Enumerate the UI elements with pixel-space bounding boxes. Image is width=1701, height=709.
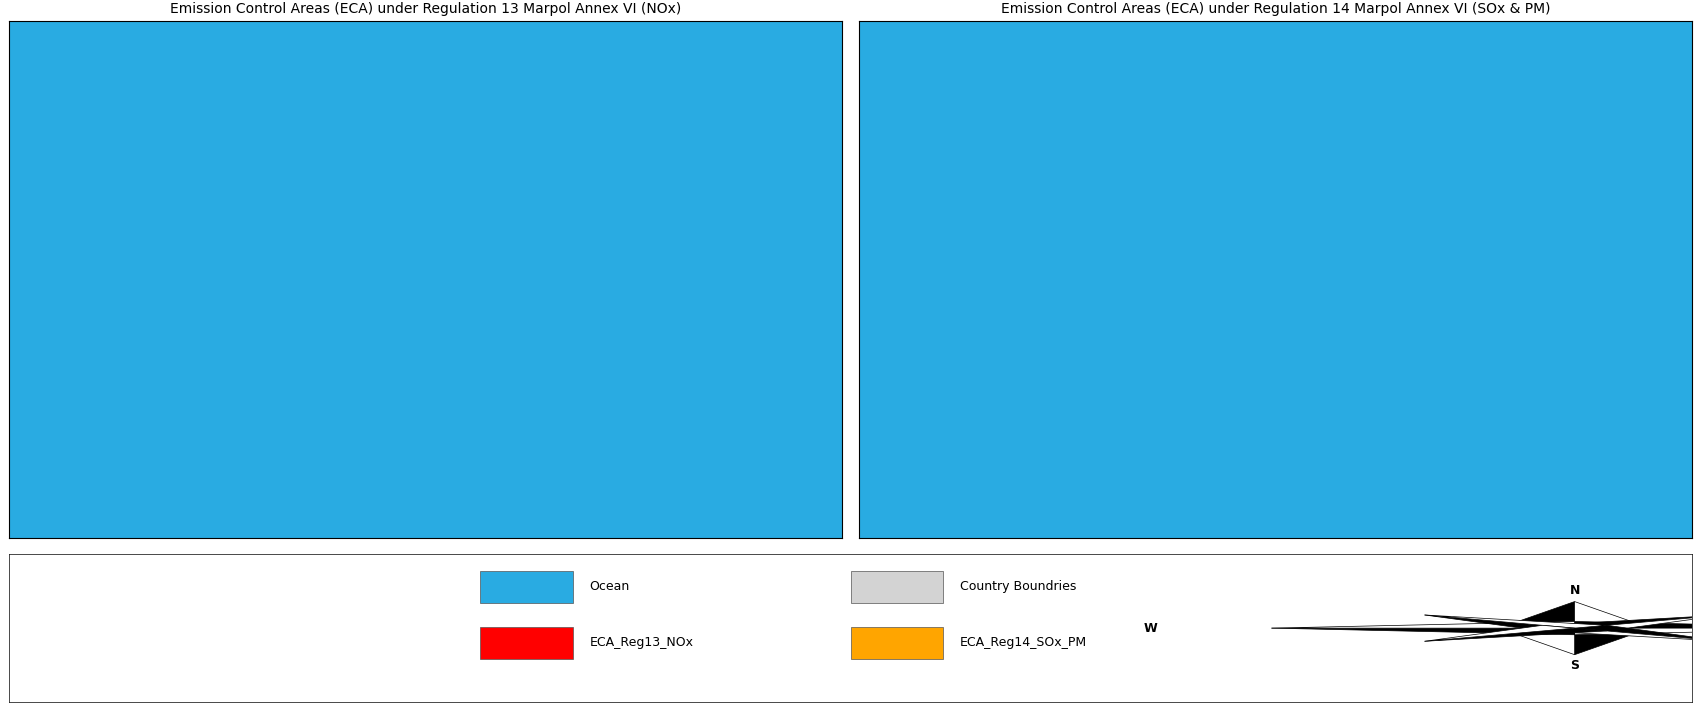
Title: Emission Control Areas (ECA) under Regulation 14 Marpol Annex VI (SOx & PM): Emission Control Areas (ECA) under Regul… — [1000, 2, 1550, 16]
Polygon shape — [1271, 628, 1575, 635]
Polygon shape — [1499, 628, 1575, 654]
Text: N: N — [1570, 584, 1580, 598]
FancyBboxPatch shape — [480, 571, 573, 603]
FancyBboxPatch shape — [850, 571, 942, 603]
Polygon shape — [1543, 628, 1701, 641]
Polygon shape — [1575, 625, 1701, 641]
Polygon shape — [1424, 625, 1575, 641]
Polygon shape — [1424, 628, 1607, 641]
Text: Ocean: Ocean — [590, 580, 629, 593]
Polygon shape — [1424, 615, 1607, 628]
Text: Country Boundries: Country Boundries — [959, 580, 1077, 593]
Polygon shape — [1575, 628, 1701, 635]
Title: Emission Control Areas (ECA) under Regulation 13 Marpol Annex VI (NOx): Emission Control Areas (ECA) under Regul… — [170, 2, 680, 16]
Polygon shape — [1575, 601, 1650, 628]
Polygon shape — [1575, 615, 1701, 631]
Text: ECA_Reg14_SOx_PM: ECA_Reg14_SOx_PM — [959, 637, 1087, 649]
Polygon shape — [1543, 615, 1701, 628]
FancyBboxPatch shape — [480, 627, 573, 659]
Polygon shape — [1499, 601, 1575, 628]
FancyBboxPatch shape — [850, 627, 942, 659]
Polygon shape — [1271, 622, 1575, 628]
Polygon shape — [1424, 615, 1575, 631]
Polygon shape — [1575, 628, 1650, 654]
Text: W: W — [1143, 622, 1157, 635]
Text: ECA_Reg13_NOx: ECA_Reg13_NOx — [590, 637, 694, 649]
Text: S: S — [1570, 659, 1579, 672]
Polygon shape — [1575, 622, 1701, 628]
